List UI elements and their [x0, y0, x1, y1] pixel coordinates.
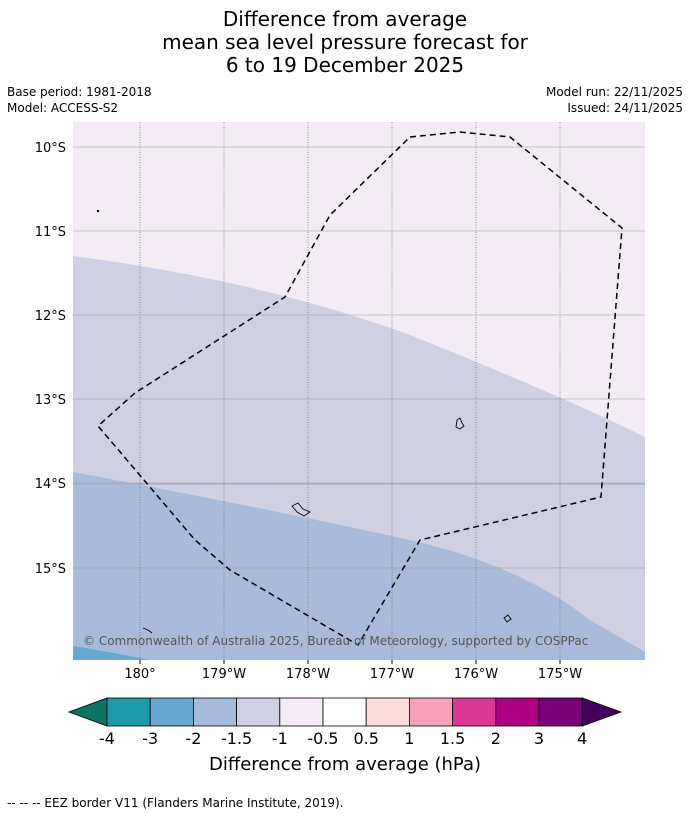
title-line-2: mean sea level pressure forecast for — [162, 30, 528, 54]
colorbar-labels: -4 -3 -2 -1.5 -1 -0.5 0.5 1 1.5 2 3 4 — [99, 729, 587, 748]
lat-label: 12°S — [35, 309, 66, 324]
colorbar-swatch — [149, 697, 194, 727]
issued-date: Issued: 24/11/2025 — [567, 101, 683, 115]
island-tafahi — [503, 614, 512, 623]
colorbar-tick-label: 2 — [491, 729, 501, 748]
colorbar-tick-label: 4 — [577, 729, 587, 748]
colorbar-swatch — [408, 697, 453, 727]
longitude-labels: 180° 179°W 178°W 177°W 176°W 175°W — [124, 660, 582, 682]
islands — [96, 209, 512, 634]
eez-border — [96, 131, 623, 647]
base-period: Base period: 1981-2018 — [7, 85, 152, 99]
lat-label: 14°S — [35, 477, 66, 492]
band-minus-3 — [73, 646, 150, 660]
graticule — [73, 122, 645, 660]
colorbar-title: Difference from average (hPa) — [209, 754, 481, 775]
colorbar-tick-label: 0.5 — [353, 729, 378, 748]
lon-label: 175°W — [538, 667, 582, 682]
colorbar-tick-label: -3 — [142, 729, 158, 748]
eez-legend: -- -- -- EEZ border V11 (Flanders Marine… — [7, 796, 344, 810]
colorbar-swatch — [106, 697, 151, 727]
model-name: Model: ACCESS-S2 — [7, 101, 119, 115]
colorbar-tick-label: 1.5 — [440, 729, 465, 748]
lon-label: 176°W — [454, 667, 498, 682]
meta-right: Model run: 22/11/2025 Issued: 24/11/2025 — [546, 84, 683, 116]
colorbar-tick-label: 3 — [534, 729, 544, 748]
colorbar-tick-label: 1 — [404, 729, 414, 748]
colorbar — [67, 697, 623, 727]
lat-label: 15°S — [35, 562, 66, 577]
lat-label: 13°S — [35, 393, 66, 408]
copyright-notice: © Commonwealth of Australia 2025, Bureau… — [83, 634, 588, 648]
colorbar-swatch — [279, 697, 324, 727]
lon-label: 179°W — [202, 667, 246, 682]
colorbar-swatch — [365, 697, 410, 727]
band-minus-2 — [73, 472, 645, 660]
colorbar-swatch — [538, 697, 583, 727]
island-wallis — [291, 502, 311, 517]
colorbar-tick-label: -1 — [272, 729, 288, 748]
island-niuatoputapu — [455, 417, 465, 430]
model-run: Model run: 22/11/2025 — [545, 85, 683, 99]
colorbar-tick-label: -1.5 — [221, 729, 252, 748]
lat-label: 11°S — [35, 225, 66, 240]
chart-title: Difference from average mean sea level p… — [0, 8, 690, 77]
island-dot — [96, 209, 100, 213]
island-futuna — [142, 627, 153, 634]
lat-label: 10°S — [35, 141, 66, 156]
lon-label: 180° — [124, 667, 155, 682]
colorbar-extend-low — [67, 697, 108, 727]
colorbar-tick-label: -0.5 — [307, 729, 338, 748]
lon-label: 178°W — [286, 667, 330, 682]
colorbar-tick-label: -4 — [99, 729, 115, 748]
colorbar-extend-high — [581, 697, 623, 727]
colorbar-swatch — [192, 697, 237, 727]
colorbar-swatch — [236, 697, 281, 727]
title-line-3: 6 to 19 December 2025 — [225, 53, 465, 77]
title-line-1: Difference from average — [222, 7, 468, 31]
lon-label: 177°W — [370, 667, 414, 682]
meta-left: Base period: 1981-2018 Model: ACCESS-S2 — [7, 84, 152, 116]
latitude-labels: 10°S 11°S 12°S 13°S 14°S 15°S — [35, 141, 66, 577]
map-area — [73, 122, 645, 660]
colorbar-swatch — [322, 697, 367, 727]
colorbar-swatch — [452, 697, 497, 727]
colorbar-tick-label: -2 — [185, 729, 201, 748]
colorbar-swatch — [495, 697, 540, 727]
